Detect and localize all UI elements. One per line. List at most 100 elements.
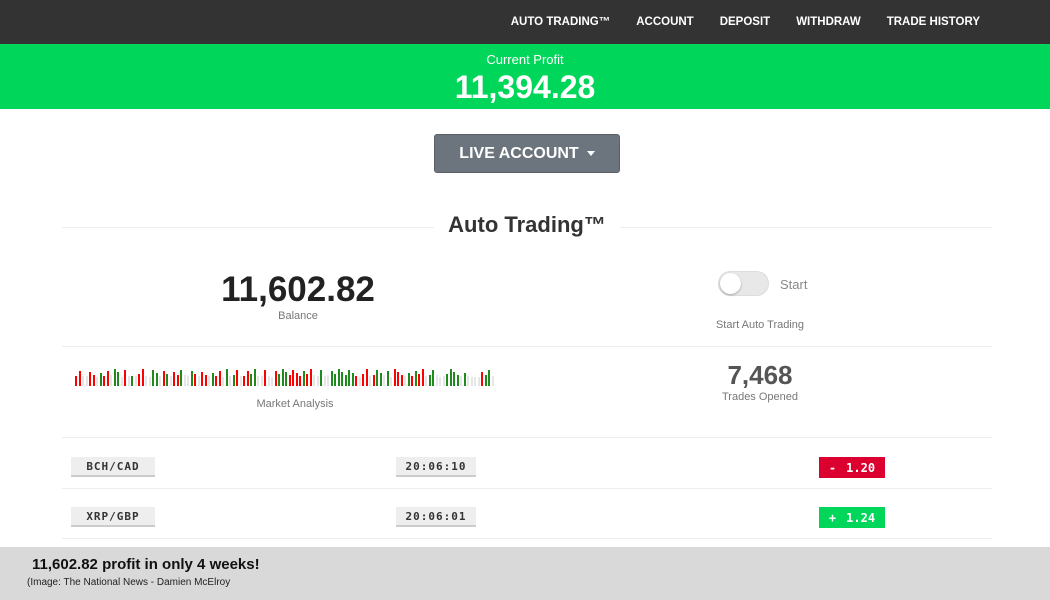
account-label: LIVE ACCOUNT (459, 144, 579, 162)
market-bar (302, 371, 305, 386)
balance-value: 11,602.82 (221, 270, 375, 309)
change-badge: +1.24 (819, 507, 885, 528)
balance-block: 11,602.82 Balance (200, 270, 396, 322)
market-bar (491, 376, 494, 386)
market-bar (488, 370, 490, 386)
market-bar (155, 373, 158, 386)
market-bar (82, 376, 84, 386)
market-bar (274, 371, 277, 386)
market-bar (341, 372, 343, 386)
top-nav: AUTO TRADING™ ACCOUNT DEPOSIT WITHDRAW T… (0, 0, 1050, 44)
market-bar (477, 376, 480, 386)
start-auto-trading-label: Start Auto Trading (715, 319, 805, 331)
trades-block: 7,468 Trades Opened (660, 360, 860, 403)
nav-auto-trading[interactable]: AUTO TRADING™ (510, 16, 611, 28)
change-badge: -1.20 (819, 457, 885, 478)
market-bar (243, 376, 245, 386)
market-bar (281, 369, 284, 386)
market-bar (117, 372, 119, 386)
nav-trade-history[interactable]: TRADE HISTORY (886, 16, 980, 28)
market-bar (138, 374, 140, 386)
market-bar (96, 376, 98, 386)
market-bar (222, 376, 224, 386)
auto-trading-toggle[interactable] (718, 271, 769, 296)
market-bar (330, 371, 333, 386)
market-bar (183, 375, 186, 386)
market-bar (334, 374, 336, 386)
market-bar (365, 369, 368, 386)
market-bar (435, 375, 438, 386)
market-bar (75, 376, 77, 386)
pair-badge: XRP/GBP (71, 507, 155, 527)
trade-row: BCH/CAD 20:06:10 -1.20 (62, 440, 992, 490)
market-bar (113, 369, 116, 386)
live-account-dropdown[interactable]: LIVE ACCOUNT (434, 134, 620, 173)
market-bar (257, 376, 259, 386)
caption-source: (Image: The National News - Damien McElr… (27, 577, 231, 588)
market-bar (103, 376, 105, 386)
market-bar (327, 375, 329, 386)
market-bar (484, 375, 487, 386)
trades-label: Trades Opened (721, 391, 799, 403)
market-bar (106, 371, 109, 386)
market-bar (110, 375, 112, 386)
market-bar (187, 375, 189, 386)
time-badge: 20:06:01 (396, 507, 476, 527)
market-bar (267, 376, 270, 386)
nav-account[interactable]: ACCOUNT (636, 16, 694, 28)
market-bar (152, 370, 154, 386)
market-bar (239, 375, 242, 386)
market-bar (474, 376, 476, 386)
pair-badge: BCH/CAD (71, 457, 155, 477)
market-bar (288, 375, 291, 386)
trade-row: XRP/GBP 20:06:01 +1.24 (62, 490, 992, 540)
nav-deposit[interactable]: DEPOSIT (719, 16, 771, 28)
market-bar (166, 374, 168, 386)
market-bar (292, 370, 294, 386)
market-analysis-label: Market Analysis (256, 398, 334, 410)
market-bar (264, 370, 266, 386)
market-bar (372, 375, 375, 386)
nav-withdraw[interactable]: WITHDRAW (796, 16, 861, 28)
change-value: 1.20 (846, 460, 876, 475)
market-bar (418, 374, 420, 386)
market-bar (246, 371, 249, 386)
market-bar (99, 373, 102, 386)
section-title: Auto Trading™ (434, 212, 620, 237)
market-analysis-chart (75, 368, 515, 386)
market-bar (421, 369, 424, 386)
market-bar (78, 371, 81, 386)
market-bar (260, 375, 263, 386)
market-bar (131, 376, 133, 386)
market-bar (309, 369, 312, 386)
market-bar (278, 374, 280, 386)
market-bar (351, 373, 354, 386)
market-bar (313, 375, 315, 386)
market-bar (460, 375, 462, 386)
market-bar (194, 374, 196, 386)
market-bar (250, 374, 252, 386)
market-bar (201, 372, 203, 386)
market-bar (414, 371, 417, 386)
market-bar (159, 376, 161, 386)
market-bar (463, 373, 466, 386)
market-bar (176, 375, 179, 386)
market-bar (397, 372, 399, 386)
profit-label: Current Profit (486, 52, 564, 67)
market-bar (400, 375, 403, 386)
market-bar (456, 375, 459, 386)
market-bar (355, 376, 357, 386)
market-bar (253, 369, 256, 386)
market-bar (320, 370, 322, 386)
market-bar (393, 369, 396, 386)
market-bar (218, 371, 221, 386)
market-bar (442, 376, 445, 386)
market-bar (232, 375, 235, 386)
market-bar (285, 372, 287, 386)
market-bar (173, 372, 175, 386)
market-bar (85, 375, 88, 386)
divider (62, 437, 992, 438)
market-bar (470, 376, 473, 386)
market-bar (348, 370, 350, 386)
market-bar (180, 370, 182, 386)
